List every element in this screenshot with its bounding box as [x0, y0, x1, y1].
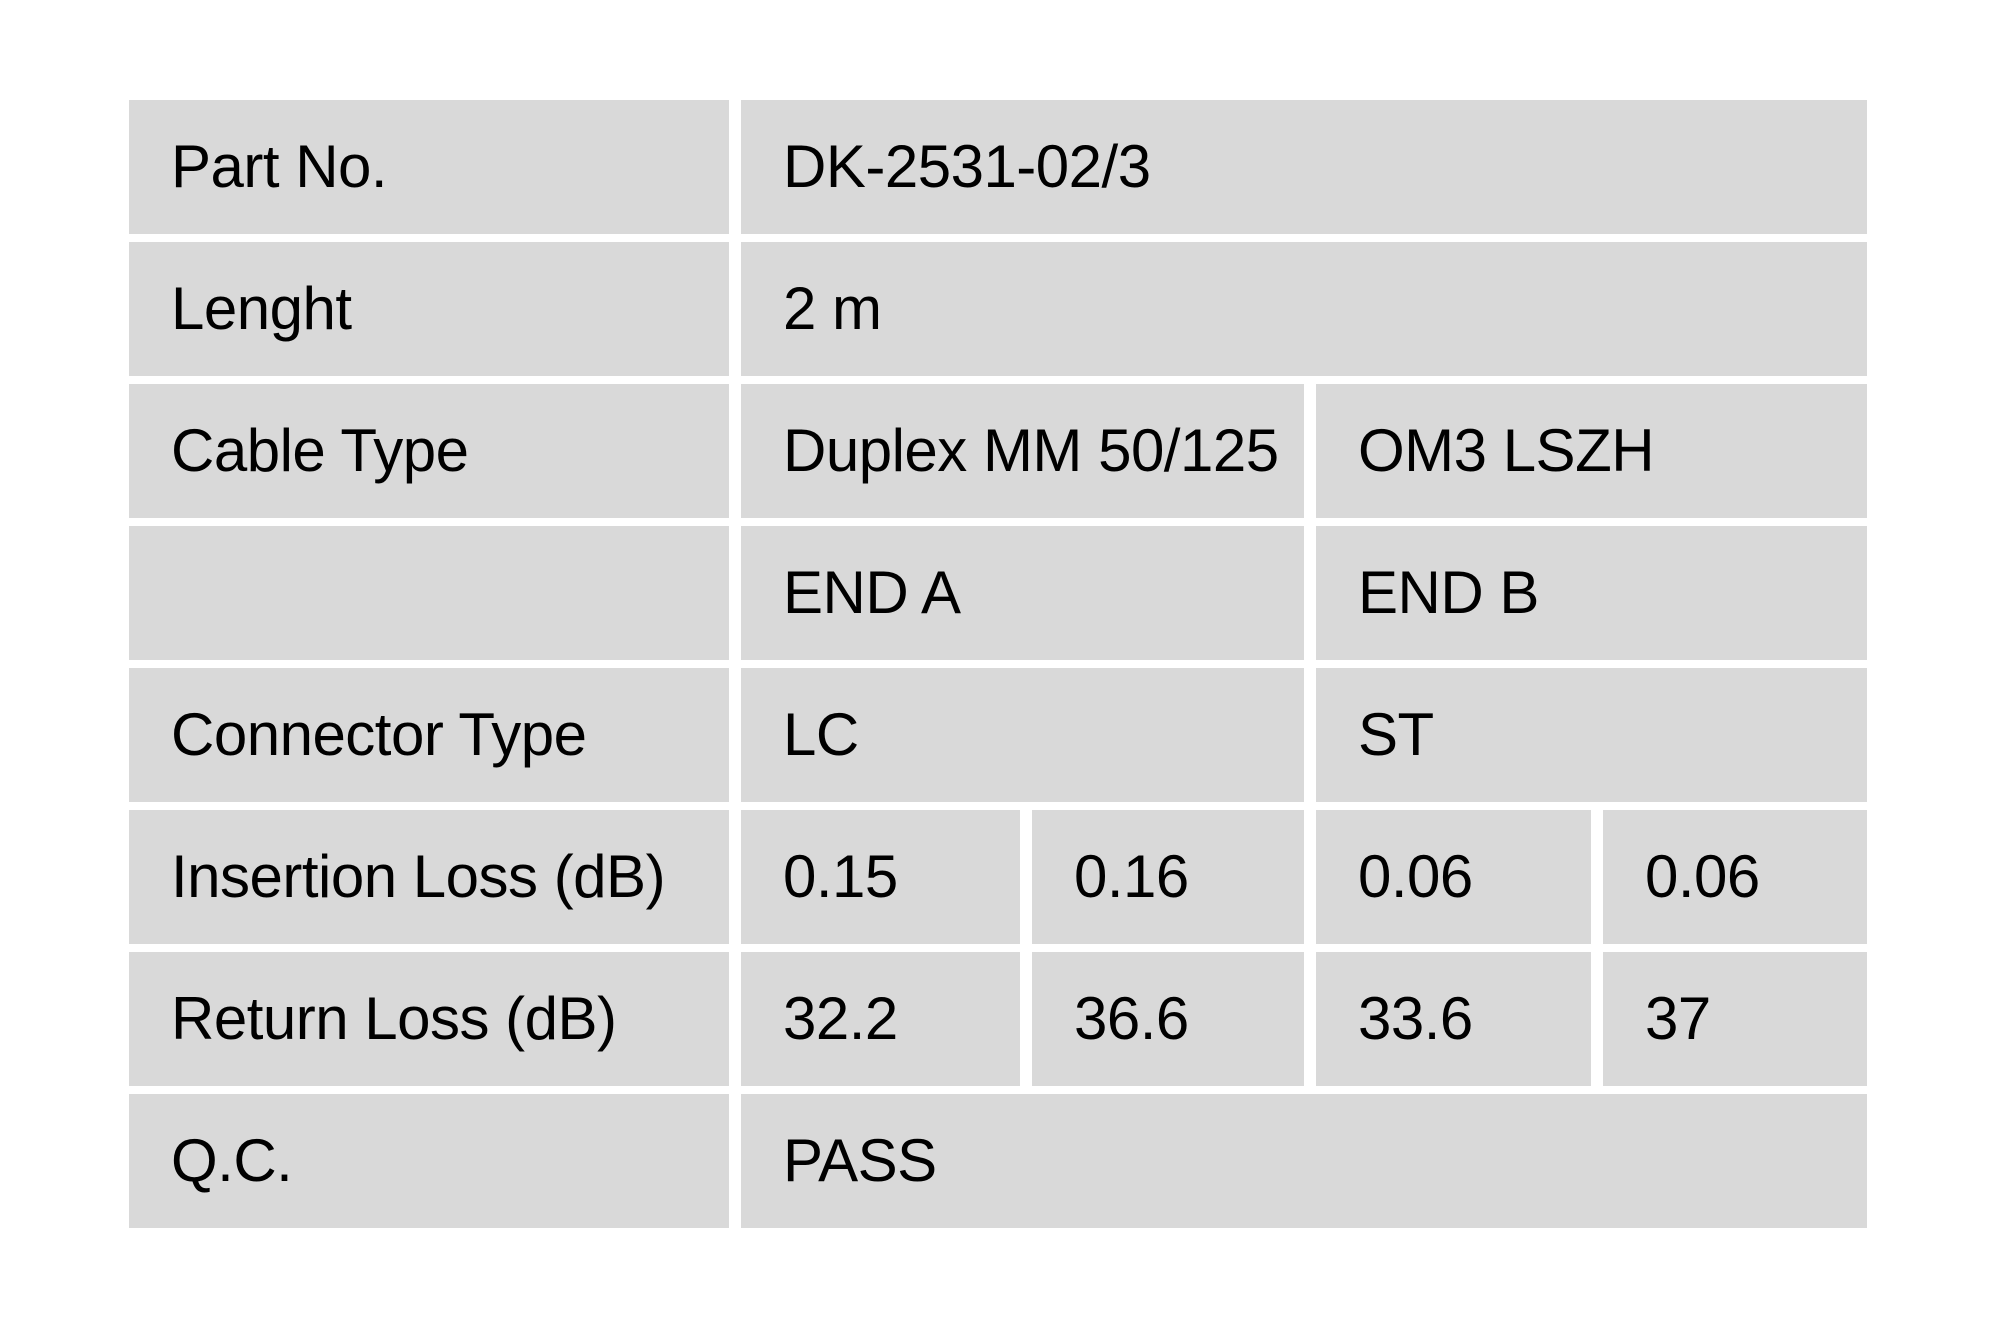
- cable-type-value-a-cell: Duplex MM 50/125: [741, 384, 1304, 518]
- cable-type-label-cell: Cable Type: [129, 384, 729, 518]
- connector-type-end-b-cell: ST: [1316, 668, 1867, 802]
- qc-value-cell: PASS: [741, 1094, 1867, 1228]
- insertion-loss-value-cell: 0.16: [1032, 810, 1304, 944]
- length-label-cell: Lenght: [129, 242, 729, 376]
- cable-type-value-b-cell: OM3 LSZH: [1316, 384, 1867, 518]
- insertion-loss-value-cell: 0.15: [741, 810, 1020, 944]
- qc-label-cell: Q.C.: [129, 1094, 729, 1228]
- return-loss-value-cell: 33.6: [1316, 952, 1591, 1086]
- return-loss-label-cell: Return Loss (dB): [129, 952, 729, 1086]
- length-value-cell: 2 m: [741, 242, 1867, 376]
- part-no-label-cell: Part No.: [129, 100, 729, 234]
- insertion-loss-value-cell: 0.06: [1603, 810, 1867, 944]
- spec-table: Part No. DK-2531-02/3 Lenght 2 m Cable T…: [129, 100, 1867, 1228]
- end-b-header-cell: END B: [1316, 526, 1867, 660]
- return-loss-value-cell: 32.2: [741, 952, 1020, 1086]
- insertion-loss-value-cell: 0.06: [1316, 810, 1591, 944]
- insertion-loss-label-cell: Insertion Loss (dB): [129, 810, 729, 944]
- end-a-header-cell: END A: [741, 526, 1304, 660]
- connector-type-end-a-cell: LC: [741, 668, 1304, 802]
- return-loss-value-cell: 36.6: [1032, 952, 1304, 1086]
- ends-header-empty-cell: [129, 526, 729, 660]
- connector-type-label-cell: Connector Type: [129, 668, 729, 802]
- part-no-value-cell: DK-2531-02/3: [741, 100, 1867, 234]
- return-loss-value-cell: 37: [1603, 952, 1867, 1086]
